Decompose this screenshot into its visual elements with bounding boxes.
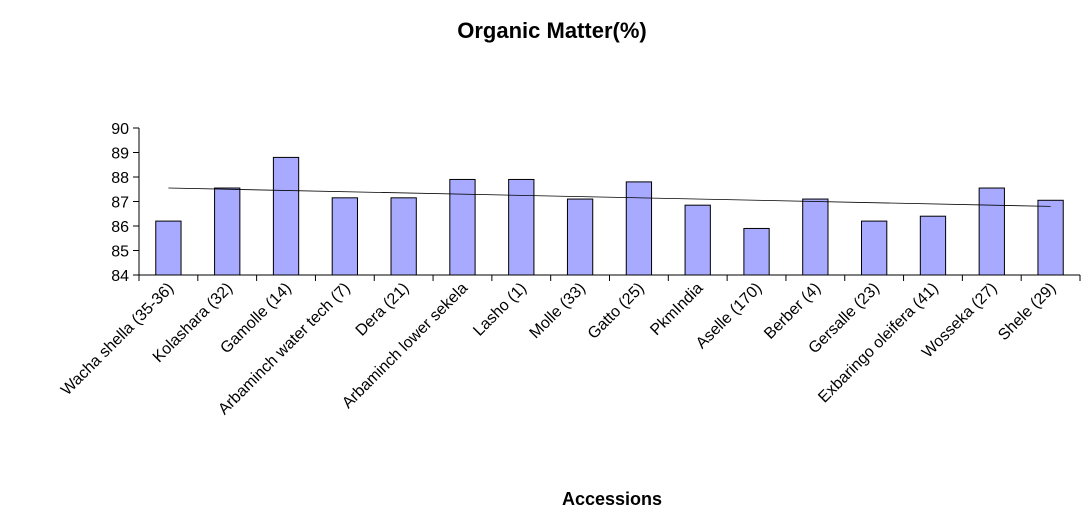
bar-16 (1037, 199, 1064, 276)
bar-2 (214, 187, 241, 276)
y-tick-label: 85 (111, 244, 129, 261)
x-tick-label: Molle (33) (527, 280, 589, 342)
y-tick-label: 84 (111, 268, 129, 285)
y-tick-label: 89 (111, 146, 129, 163)
chart-title: Organic Matter(%) (457, 18, 646, 43)
x-axis-label: Accessions (562, 489, 662, 509)
x-tick-label: Arbaminch lower sekela (339, 280, 471, 412)
y-tick-label: 87 (111, 195, 129, 212)
bar-14 (919, 215, 947, 276)
bar-6 (449, 178, 476, 276)
bar-8 (566, 198, 594, 276)
bar-10 (684, 204, 711, 276)
x-tick-label: Lasho (1) (470, 280, 530, 340)
bar-7 (508, 178, 535, 276)
x-tick-label: Berber (4) (761, 280, 824, 343)
bar-11 (743, 227, 770, 276)
trendline (168, 187, 1051, 207)
bar-1 (155, 220, 182, 276)
x-tick-label: Shele (29) (995, 280, 1059, 344)
bar-15 (978, 187, 1005, 276)
bar-9 (625, 181, 653, 276)
bar-4 (331, 197, 358, 276)
y-tick-label: 88 (111, 170, 129, 187)
bar-13 (861, 220, 888, 276)
bar-12 (802, 198, 829, 276)
x-tick-label: Wacha shella (35-36) (58, 280, 177, 399)
bar-5 (390, 197, 417, 276)
x-tick-label: Exbaringo oleifera (41) (815, 280, 941, 406)
y-tick-label: 90 (111, 121, 129, 138)
y-tick-label: 86 (111, 219, 129, 236)
x-tick-label: Gatto (25) (585, 280, 648, 343)
bar-3 (272, 156, 300, 276)
x-tick-label: Dera (21) (353, 280, 413, 340)
x-tick-label: PkmIndia (647, 280, 706, 339)
